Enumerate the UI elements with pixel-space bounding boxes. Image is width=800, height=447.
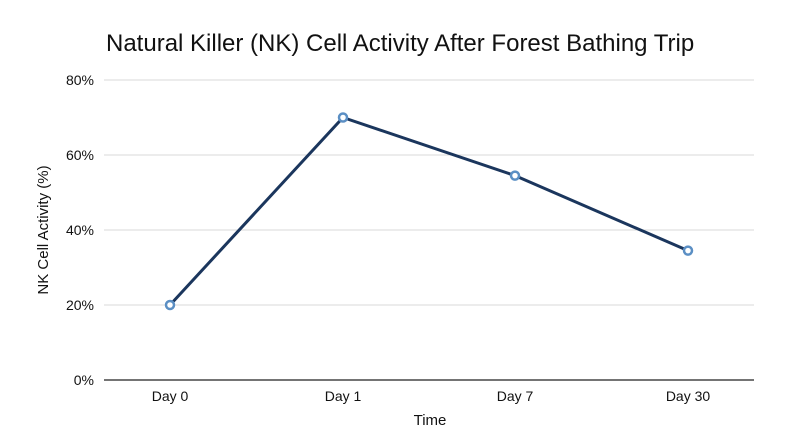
y-tick-label: 20% <box>66 297 94 313</box>
chart-title: Natural Killer (NK) Cell Activity After … <box>106 30 694 57</box>
x-tick-label: Day 30 <box>666 388 711 404</box>
y-tick-label: 80% <box>66 72 94 88</box>
data-point <box>682 245 694 256</box>
gridlines <box>104 79 754 306</box>
y-tick-label: 40% <box>66 222 94 238</box>
x-tick-label: Day 7 <box>497 388 534 404</box>
x-tick-label: Day 0 <box>152 388 189 404</box>
data-point <box>509 170 521 181</box>
x-axis-ticks: Day 0 Day 1 Day 7 Day 30 <box>152 388 711 404</box>
series-layer <box>164 112 694 311</box>
data-point <box>337 112 349 123</box>
y-axis-ticks: 0% 20% 40% 60% 80% <box>66 72 94 388</box>
series-line <box>168 116 690 307</box>
x-tick-label: Day 1 <box>325 388 362 404</box>
y-axis-label: NK Cell Activity (%) <box>35 165 52 294</box>
y-tick-label: 60% <box>66 147 94 163</box>
data-point <box>164 299 176 311</box>
x-axis-label: Time <box>414 412 447 429</box>
y-tick-label: 0% <box>74 372 94 388</box>
